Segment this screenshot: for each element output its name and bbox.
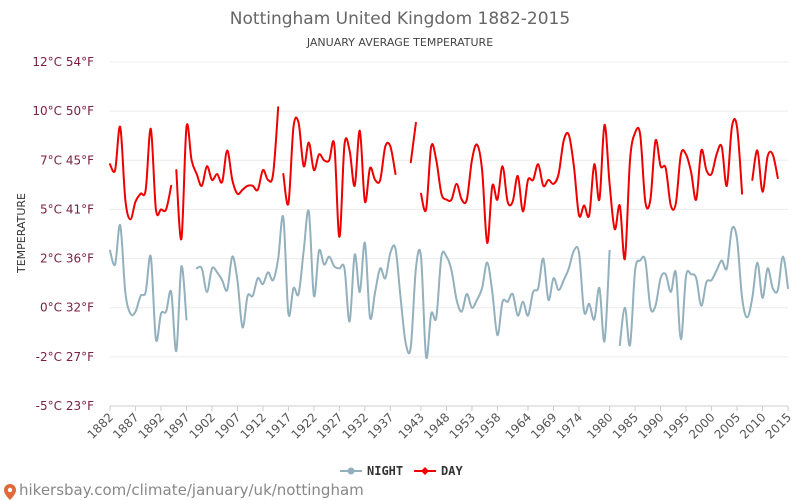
legend-night-marker xyxy=(347,467,355,475)
x-tick-label: 1922 xyxy=(289,410,320,441)
legend-day-marker xyxy=(421,467,429,475)
legend-item-night[interactable]: NIGHT xyxy=(340,464,403,478)
series-line-night[interactable] xyxy=(618,225,789,347)
y-tick-label: 10°C 50°F xyxy=(32,104,94,118)
x-tick-label: 1887 xyxy=(110,410,141,441)
x-tick-label: 1980 xyxy=(584,410,615,441)
x-tick-label: 1912 xyxy=(238,410,269,441)
x-tick-label: 1882 xyxy=(85,410,116,441)
chart-subtitle: JANUARY AVERAGE TEMPERATURE xyxy=(306,36,493,49)
x-tick-label: 1953 xyxy=(447,410,478,441)
legend-day-label: DAY xyxy=(441,464,463,478)
x-tick-label: 2015 xyxy=(763,410,794,441)
y-tick-label: -5°C 23°F xyxy=(36,399,94,413)
x-tick-label: 1974 xyxy=(554,410,585,441)
x-tick-label: 1990 xyxy=(635,410,666,441)
y-tick-label: 12°C 54°F xyxy=(32,55,94,69)
y-tick-label: 2°C 36°F xyxy=(40,252,94,266)
y-tick-label: 7°C 45°F xyxy=(40,153,94,167)
series-line-day[interactable] xyxy=(751,149,779,193)
y-tick-label: 5°C 41°F xyxy=(40,202,94,216)
data-series xyxy=(109,106,789,360)
x-tick-label: 1917 xyxy=(263,410,294,441)
x-tick-label: 1937 xyxy=(365,410,396,441)
legend-night-label: NIGHT xyxy=(367,464,403,478)
x-tick-label: 1995 xyxy=(661,410,692,441)
x-tick-label: 1907 xyxy=(212,410,243,441)
y-axis-label: TEMPERATURE xyxy=(15,193,28,274)
y-tick-label: -2°C 27°F xyxy=(36,350,94,364)
x-tick-label: 1969 xyxy=(528,410,559,441)
map-pin-dot xyxy=(7,487,13,493)
x-tick-label: 1932 xyxy=(340,410,371,441)
grid xyxy=(110,61,788,407)
legend-item-day[interactable]: DAY xyxy=(414,464,463,478)
series-line-day[interactable] xyxy=(420,117,744,260)
chart-title: Nottingham United Kingdom 1882-2015 xyxy=(230,9,570,29)
x-tick-label: 1892 xyxy=(136,410,167,441)
x-tick-label: 1897 xyxy=(161,410,192,441)
x-tick-label: 2000 xyxy=(686,410,717,441)
x-tick-label: 1964 xyxy=(503,410,534,441)
x-tick-label: 2010 xyxy=(737,410,768,441)
x-tick-label: 2005 xyxy=(712,410,743,441)
series-line-night[interactable] xyxy=(109,224,188,353)
x-tick-label: 1948 xyxy=(421,410,452,441)
series-line-day[interactable] xyxy=(409,121,417,164)
series-line-night[interactable] xyxy=(195,209,611,360)
y-tick-label: 0°C 32°F xyxy=(40,301,94,315)
x-tick-label: 1985 xyxy=(610,410,641,441)
footer[interactable]: hikersbay.com/climate/january/uk/notting… xyxy=(4,481,364,500)
y-axis-ticks: -5°C 23°F -2°C 27°F 0°C 32°F 2°C 36°F 5°C 41… xyxy=(32,55,94,413)
series-line-day[interactable] xyxy=(282,116,397,238)
x-tick-label: 1927 xyxy=(314,410,345,441)
x-tick-label: 1943 xyxy=(396,410,427,441)
x-tick-label: 1902 xyxy=(187,410,218,441)
series-line-day[interactable] xyxy=(175,106,280,241)
series-line-day[interactable] xyxy=(109,125,173,221)
x-tick-label: 1958 xyxy=(472,410,503,441)
x-axis-ticks: 1882188718921897190219071912191719221927… xyxy=(85,406,794,442)
legend: NIGHT DAY xyxy=(340,464,463,478)
footer-url[interactable]: hikersbay.com/climate/january/uk/notting… xyxy=(19,481,364,499)
